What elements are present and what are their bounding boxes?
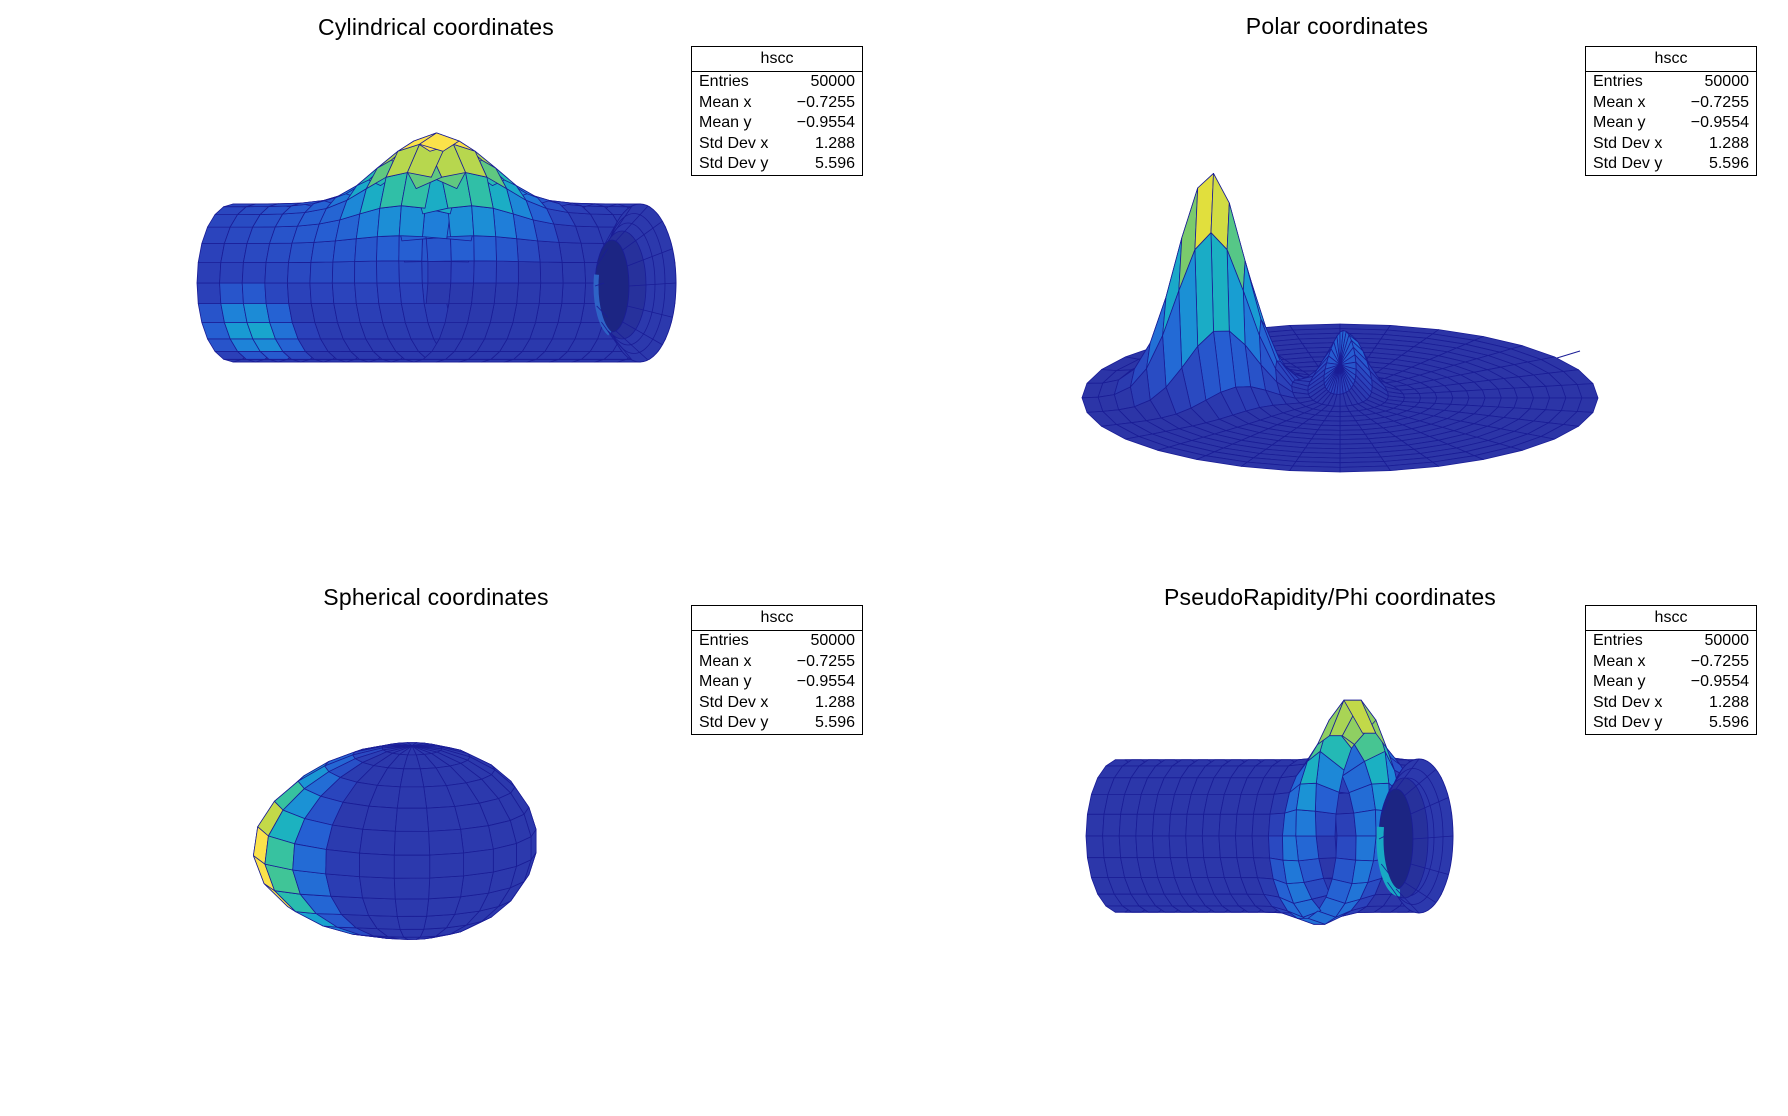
stat-label: Mean x [1593, 93, 1646, 111]
stat-row: Mean y −0.9554 [692, 113, 862, 134]
stat-value: 50000 [810, 73, 856, 90]
stat-row: Std Dev x 1.288 [1586, 693, 1756, 714]
stats-box[interactable]: hscc Entries 50000 Mean x −0.7255 Mean y… [1585, 46, 1757, 176]
tube-open-end [1376, 758, 1454, 914]
stat-label: Mean y [1593, 673, 1646, 690]
stat-value: 50000 [810, 632, 856, 649]
stat-row: Entries 50000 [692, 631, 862, 652]
stat-row: Std Dev x 1.288 [692, 693, 862, 714]
stat-label: Mean y [699, 673, 752, 690]
stat-row: Std Dev y 5.596 [1586, 154, 1756, 175]
pad-pseudorapidity-phi[interactable]: PseudoRapidity/Phi coordinates hscc Entr… [894, 558, 1788, 1116]
stat-row: Entries 50000 [1586, 72, 1756, 93]
stat-label: Std Dev x [699, 693, 769, 711]
stat-row: Std Dev x 1.288 [1586, 134, 1756, 155]
stat-row: Std Dev x 1.288 [692, 134, 862, 155]
stats-box[interactable]: hscc Entries 50000 Mean x −0.7255 Mean y… [691, 605, 863, 735]
pad-spherical[interactable]: Spherical coordinates hscc Entries 50000… [0, 558, 894, 1116]
surface-plot-polar [1081, 173, 1599, 473]
plot-title: Spherical coordinates [323, 584, 549, 610]
stat-row: Entries 50000 [1586, 631, 1756, 652]
stats-title: hscc [1586, 47, 1756, 72]
stat-row: Mean x −0.7255 [692, 652, 862, 673]
stat-label: Mean x [1593, 652, 1646, 670]
stat-label: Std Dev x [1593, 693, 1663, 711]
stats-title: hscc [1586, 606, 1756, 631]
surface-plot-spherical [253, 742, 537, 940]
stat-value: −0.9554 [1690, 673, 1749, 690]
stat-value: −0.9554 [796, 114, 855, 131]
stat-value: 50000 [1704, 73, 1750, 90]
stat-value: 5.596 [814, 714, 855, 731]
stats-title: hscc [692, 606, 862, 631]
stat-row: Std Dev y 5.596 [1586, 713, 1756, 734]
surface-plot-pseudorapidity-phi [1085, 699, 1454, 925]
stats-box[interactable]: hscc Entries 50000 Mean x −0.7255 Mean y… [691, 46, 863, 176]
plot-title: PseudoRapidity/Phi coordinates [1163, 584, 1497, 610]
surface-plot-cylindrical [196, 132, 677, 363]
stat-value: 5.596 [814, 155, 855, 172]
surface-mesh [253, 742, 537, 940]
stat-value: 1.288 [814, 693, 855, 711]
stat-value: −0.9554 [796, 673, 855, 690]
stat-row: Mean y −0.9554 [692, 672, 862, 693]
stat-row: Mean x −0.7255 [692, 93, 862, 114]
stat-row: Std Dev y 5.596 [692, 713, 862, 734]
stat-label: Std Dev y [699, 155, 769, 172]
stats-title: hscc [692, 47, 862, 72]
stat-value: −0.7255 [796, 93, 855, 111]
stat-label: Entries [1593, 632, 1643, 649]
stat-label: Std Dev y [1593, 155, 1663, 172]
stat-label: Mean y [1593, 114, 1646, 131]
stat-row: Mean y −0.9554 [1586, 672, 1756, 693]
stat-value: −0.7255 [796, 652, 855, 670]
stat-label: Std Dev x [699, 134, 769, 152]
plot-title: Polar coordinates [1245, 13, 1429, 39]
stat-label: Mean y [699, 114, 752, 131]
stat-label: Entries [1593, 73, 1643, 90]
stat-label: Std Dev x [1593, 134, 1663, 152]
stat-value: 1.288 [1708, 134, 1749, 152]
stat-label: Mean x [699, 652, 752, 670]
stat-value: −0.7255 [1690, 652, 1749, 670]
stat-value: −0.7255 [1690, 93, 1749, 111]
stat-label: Entries [699, 73, 749, 90]
stat-row: Mean y −0.9554 [1586, 113, 1756, 134]
stat-row: Entries 50000 [692, 72, 862, 93]
plot-title: Cylindrical coordinates [318, 14, 554, 40]
stat-label: Std Dev y [699, 714, 769, 731]
tube-open-end [593, 203, 677, 363]
surface-mesh [1081, 173, 1599, 473]
stat-value: −0.9554 [1690, 114, 1749, 131]
stat-value: 5.596 [1708, 714, 1749, 731]
stat-value: 1.288 [814, 134, 855, 152]
stat-value: 1.288 [1708, 693, 1749, 711]
pad-polar[interactable]: Polar coordinates hscc Entries 50000 Mea… [894, 0, 1788, 558]
pad-cylindrical[interactable]: Cylindrical coordinates hscc Entries 500… [0, 0, 894, 558]
stat-value: 50000 [1704, 632, 1750, 649]
stat-label: Entries [699, 632, 749, 649]
stat-row: Mean x −0.7255 [1586, 652, 1756, 673]
stat-label: Mean x [699, 93, 752, 111]
stat-label: Std Dev y [1593, 714, 1663, 731]
stat-value: 5.596 [1708, 155, 1749, 172]
stat-row: Mean x −0.7255 [1586, 93, 1756, 114]
stat-row: Std Dev y 5.596 [692, 154, 862, 175]
stats-box[interactable]: hscc Entries 50000 Mean x −0.7255 Mean y… [1585, 605, 1757, 735]
